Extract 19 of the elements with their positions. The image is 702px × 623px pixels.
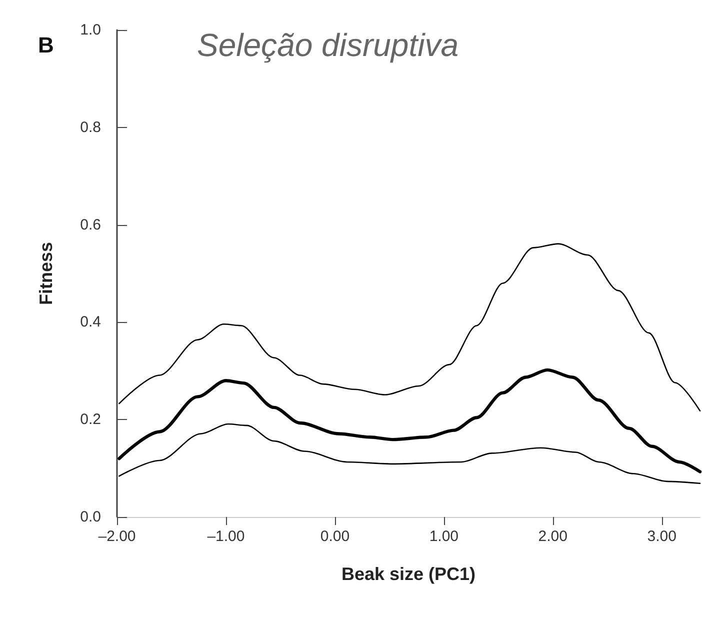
y-axis-title: Fitness <box>36 242 56 306</box>
x-tick-label: 0.00 <box>320 528 350 545</box>
text: B <box>38 32 54 58</box>
y-tick-label: 0.6 <box>80 216 101 234</box>
chart-title: Seleção disruptiva <box>197 27 458 63</box>
x-tick-label: –1.00 <box>207 528 245 545</box>
y-tick-label: 0.8 <box>80 118 101 136</box>
line-series <box>118 423 701 484</box>
x-tick-label: 3.00 <box>647 528 676 545</box>
line-series <box>118 243 701 412</box>
x-axis-title: Beak size (PC1) <box>341 564 476 584</box>
x-tick-label: 1.00 <box>429 528 459 545</box>
x-tick-label: 2.00 <box>538 528 568 545</box>
y-tick-label: 0.4 <box>80 314 101 331</box>
y-tick-label: 0.2 <box>80 411 101 428</box>
line-series <box>118 368 702 474</box>
y-tick-label: 1.0 <box>80 22 101 38</box>
y-tick-label: 0.0 <box>80 508 101 526</box>
x-tick-label: –2.00 <box>98 528 136 545</box>
